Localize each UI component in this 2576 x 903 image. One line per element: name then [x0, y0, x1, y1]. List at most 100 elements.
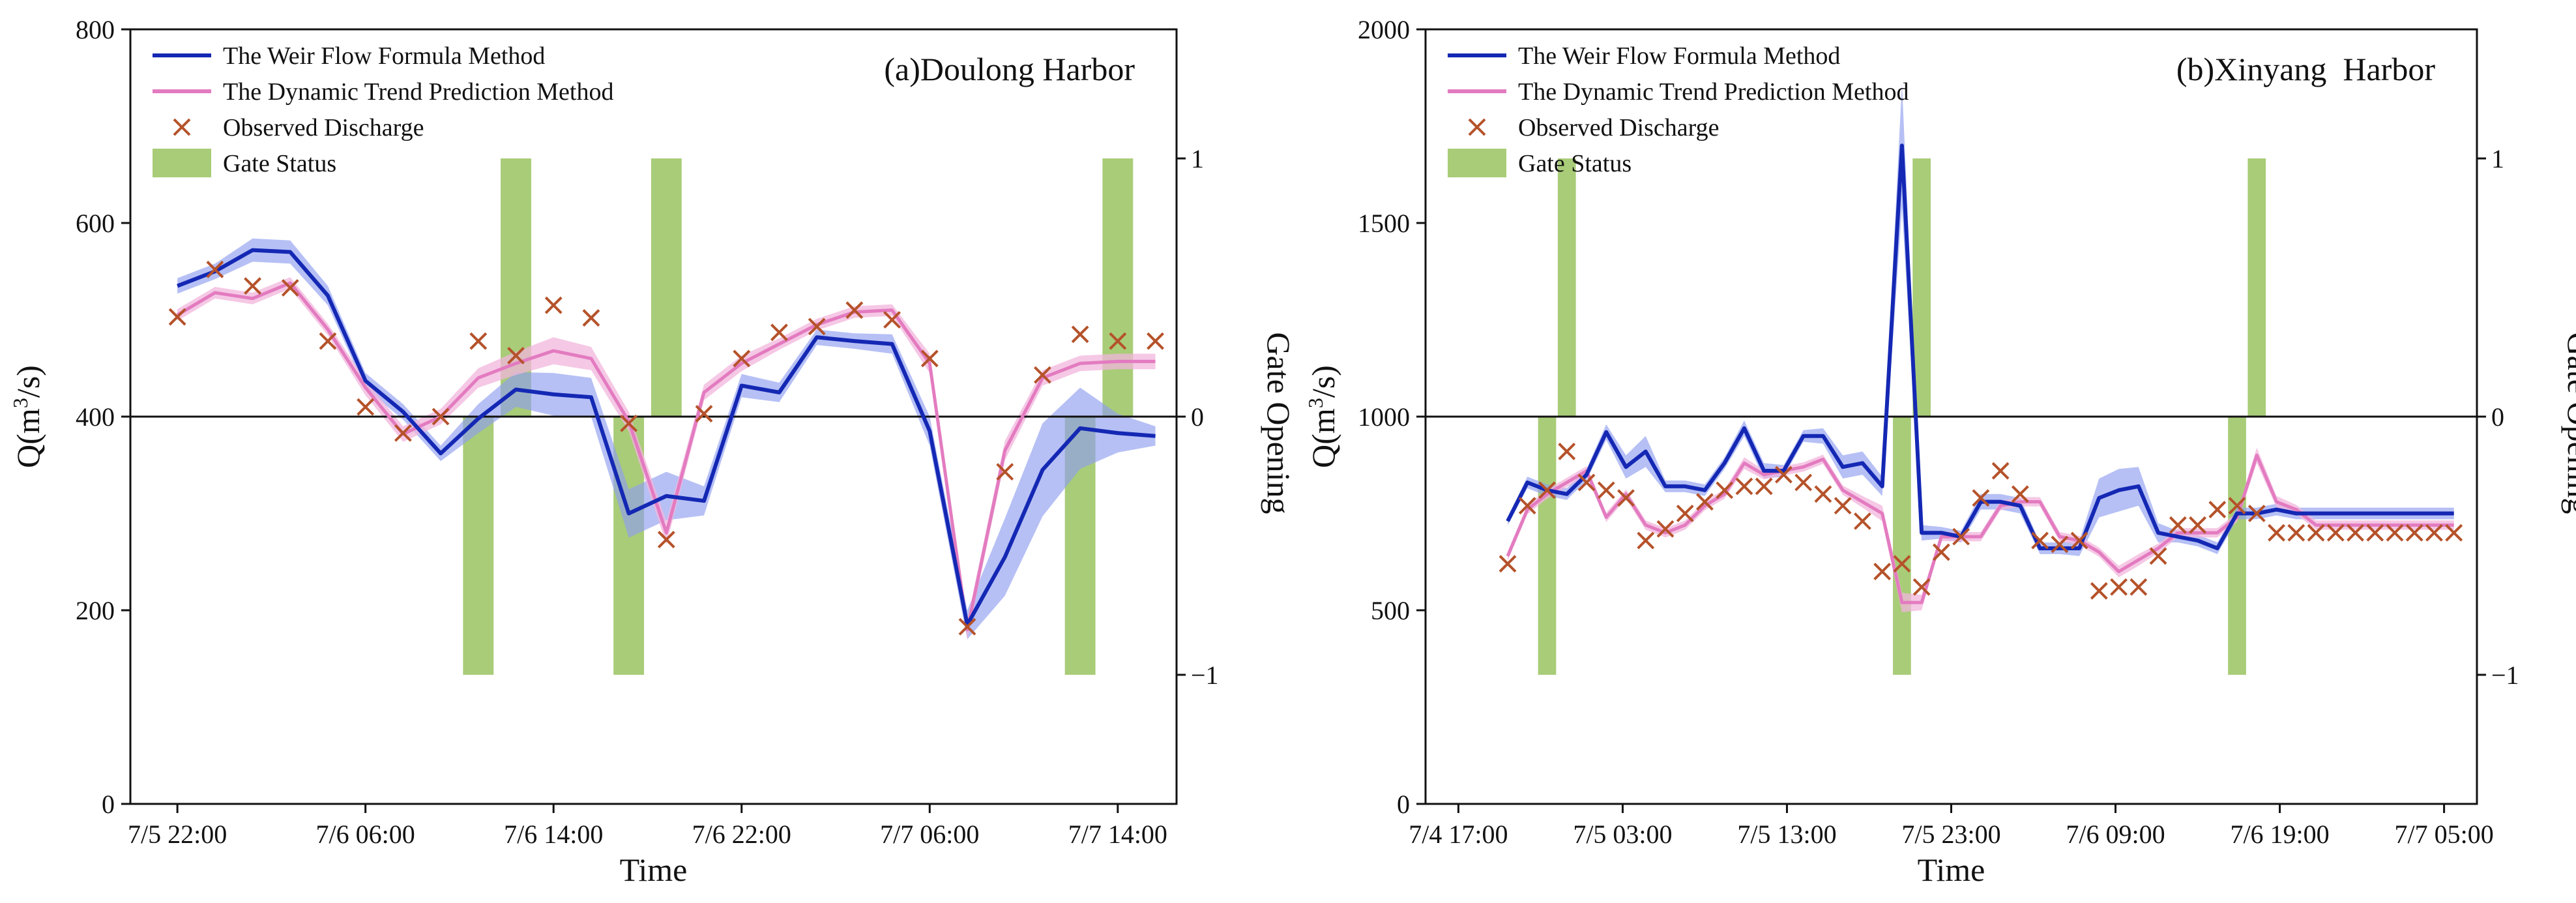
observed-point-29 [2070, 531, 2088, 550]
series-lines [1506, 143, 2454, 604]
y-tick-label: 200 [76, 596, 115, 625]
y-tick-label: 400 [76, 402, 115, 432]
observed-point-47 [2425, 524, 2443, 542]
series-lines [176, 248, 1156, 632]
legend-swatch-gate [1448, 149, 1506, 177]
x-tick-label: 7/6 09:00 [2066, 820, 2165, 849]
observed-point-4 [319, 332, 337, 350]
observed-point-25 [1109, 332, 1127, 350]
observed-point-18 [845, 301, 864, 319]
axis-ticks: 7/5 22:00 7/6 06:00 7/6 14:00 7/6 22:00 7/7 … [76, 15, 1219, 849]
observed-point-27 [2031, 531, 2049, 550]
band-weir [1508, 83, 2454, 556]
y2-tick-label: 1 [2491, 144, 2504, 173]
legend-label-weir: The Weir Flow Formula Method [223, 42, 545, 70]
y-tick-label: 600 [76, 209, 115, 238]
observed-point-17 [808, 318, 826, 336]
x-tick-label: 7/4 17:00 [1409, 820, 1508, 849]
observed-point-22 [1932, 543, 1950, 561]
observed-point-23 [1034, 366, 1051, 384]
panel-doulong-harbor: 7/5 22:00 7/6 06:00 7/6 14:00 7/6 22:00 7/7 … [8, 15, 1297, 888]
y-tick-label: 1000 [1358, 402, 1410, 432]
observed-point-1 [1518, 497, 1536, 515]
observed-point-36 [2208, 501, 2227, 518]
observed-point-19 [1873, 563, 1892, 581]
observed-point-39 [2268, 524, 2285, 542]
y-axis-title-prefix: Q(m [10, 408, 46, 468]
observed-point-44 [2366, 524, 2384, 542]
observed-point-8 [1656, 520, 1675, 538]
observed-point-35 [2189, 516, 2206, 534]
observed-markers [168, 260, 1164, 636]
observed-point-7 [432, 407, 450, 426]
observed-point-20 [1893, 555, 1911, 573]
observed-point-9 [507, 347, 525, 364]
gate-status-bars [1538, 158, 2266, 675]
observed-point-34 [2169, 516, 2187, 534]
observed-point-20 [920, 349, 939, 368]
x-tick-label: 7/7 05:00 [2394, 820, 2493, 849]
gate-bar-3 [1912, 158, 1931, 417]
observed-point-13 [1755, 477, 1773, 496]
observed-point-6 [394, 424, 412, 442]
observed-point-18 [1853, 512, 1871, 530]
observed-point-21 [958, 617, 976, 636]
y2-tick-label: 0 [2491, 402, 2504, 432]
observed-point-45 [2386, 524, 2404, 542]
gate-bar-3 [651, 158, 682, 417]
gate-bar-0 [463, 417, 494, 675]
line-weir [177, 248, 1156, 627]
x-tick-label: 7/5 13:00 [1737, 820, 1836, 849]
y-axis-title-superscript: 3 [8, 398, 32, 408]
observed-point-21 [1912, 578, 1931, 596]
observed-point-5 [1597, 481, 1615, 499]
y2-tick-label: 0 [1191, 402, 1204, 432]
y-tick-label: 800 [76, 15, 115, 44]
line-dyn [176, 281, 1156, 632]
observed-point-9 [1676, 505, 1694, 522]
y2-tick-label: −1 [1191, 660, 1219, 690]
observed-point-16 [770, 323, 788, 342]
observed-point-41 [2307, 524, 2325, 542]
observed-point-22 [996, 463, 1014, 481]
observed-point-4 [1577, 473, 1596, 492]
observed-point-24 [1071, 325, 1089, 344]
x-tick-label: 7/5 03:00 [1573, 820, 1672, 849]
observed-point-40 [2287, 524, 2305, 542]
observed-point-13 [657, 531, 675, 549]
legend-label-observed: Observed Discharge [1518, 114, 1719, 141]
legend-swatch-gate [153, 149, 211, 177]
observed-point-14 [695, 405, 713, 422]
observed-point-1 [206, 260, 224, 278]
legend-label-weir: The Weir Flow Formula Method [1518, 42, 1840, 70]
observed-point-12 [620, 414, 638, 432]
legend-label-dynamic: The Dynamic Trend Prediction Method [1518, 78, 1909, 106]
observed-point-30 [2090, 582, 2108, 600]
gate-bar-4 [2228, 417, 2246, 675]
observed-point-28 [2051, 535, 2069, 554]
observed-point-37 [2228, 497, 2246, 515]
observed-point-12 [1735, 477, 1753, 496]
panel-title: (a)Doulong Harbor [884, 51, 1135, 87]
observed-point-10 [1696, 493, 1714, 511]
observed-point-31 [2110, 578, 2128, 596]
observed-point-33 [2149, 547, 2167, 565]
observed-point-0 [168, 308, 186, 326]
x-tick-label: 7/6 19:00 [2230, 820, 2329, 849]
y-axis-title-prefix: Q(m [1305, 408, 1341, 468]
y2-tick-label: 1 [1191, 144, 1204, 173]
observed-point-15 [733, 349, 751, 368]
observed-point-23 [1952, 527, 1970, 546]
observed-point-6 [1617, 489, 1635, 507]
observed-point-2 [1538, 481, 1556, 499]
observed-point-24 [1972, 489, 1990, 507]
x-tick-label: 7/6 06:00 [316, 820, 415, 849]
y-axis-title-superscript: 3 [1304, 398, 1327, 408]
observed-point-0 [1499, 555, 1517, 573]
gate-bar-0 [1538, 417, 1557, 675]
observed-point-10 [544, 296, 563, 314]
observed-point-38 [2247, 505, 2266, 522]
x-axis-title: Time [1918, 851, 1985, 888]
observed-point-46 [2405, 524, 2423, 542]
